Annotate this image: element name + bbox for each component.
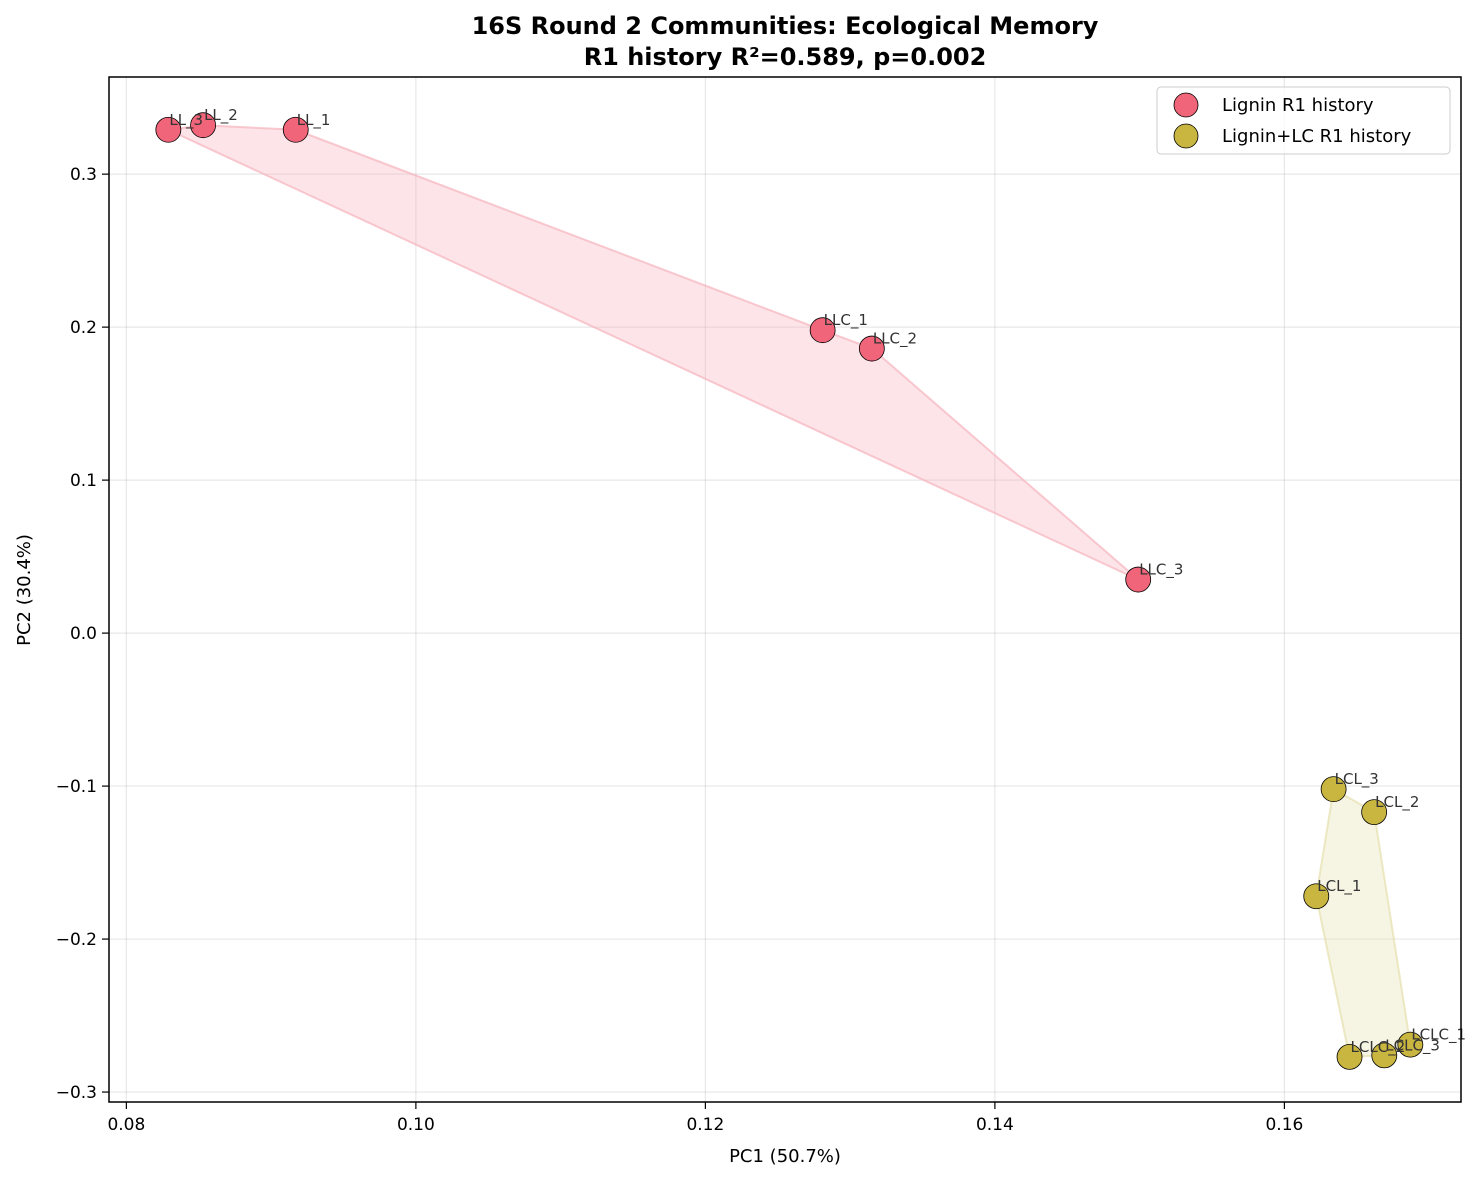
- point-label: LL_1: [297, 111, 331, 130]
- x-axis-label: PC1 (50.7%): [729, 1146, 841, 1167]
- axis-ticks: 0.08 0.10 0.12 0.14 0.16 −0.3 −0.2 −0.1 0.0 0.1 0.…: [56, 165, 1304, 1135]
- y-tick-label: 0.3: [70, 165, 97, 185]
- point-label: LL_2: [204, 106, 238, 125]
- y-tick-label: 0.1: [70, 471, 97, 491]
- x-tick-label: 0.08: [107, 1115, 145, 1135]
- data-point: [155, 116, 182, 143]
- data-point: [1397, 1031, 1424, 1058]
- data-point: [1125, 566, 1152, 593]
- plot-frame: [108, 76, 1462, 1103]
- point-labels: LL_3 LL_2 LL_1 LLC_1 LLC_2 LLC_3 LCL_3 LCL_2 LCL…: [169, 106, 1466, 1057]
- data-point: [1361, 799, 1388, 825]
- point-label: LCLC_1: [1411, 1026, 1466, 1045]
- x-tick-label: 0.12: [686, 1115, 724, 1135]
- grid: [109, 77, 1461, 1102]
- y-tick-label: 0.0: [70, 624, 97, 644]
- data-point: [1371, 1042, 1398, 1069]
- chart-subtitle: R1 history R²=0.589, p=0.002: [584, 43, 987, 71]
- data-point: [190, 112, 216, 139]
- point-label: LCLC_2: [1351, 1038, 1406, 1057]
- legend: Lignin R1 history Lignin+LC R1 history: [1156, 86, 1451, 155]
- y-tick-label: −0.2: [56, 930, 97, 950]
- data-point: [1320, 776, 1347, 803]
- data-point: [809, 317, 836, 344]
- y-axis-label: PC2 (30.4%): [14, 534, 35, 646]
- y-tick-label: 0.2: [70, 318, 97, 338]
- point-label: LCL_1: [1317, 877, 1361, 896]
- point-label: LCL_2: [1375, 793, 1419, 812]
- y-tick-label: −0.3: [56, 1083, 97, 1103]
- x-tick-label: 0.14: [976, 1115, 1014, 1135]
- legend-label-lignin-lc: Lignin+LC R1 history: [1222, 126, 1412, 147]
- point-label: LCL_3: [1335, 770, 1379, 789]
- point-label: LLC_2: [873, 330, 917, 349]
- point-label: LLC_1: [824, 311, 868, 330]
- legend-marker-lignin: [1173, 92, 1199, 118]
- point-label: LCLC_3: [1385, 1036, 1440, 1055]
- data-point: [858, 335, 885, 362]
- data-point: [1303, 883, 1330, 910]
- legend-box: [1156, 86, 1451, 155]
- chart-title: 16S Round 2 Communities: Ecological Memo…: [472, 12, 1099, 40]
- x-tick-label: 0.16: [1265, 1115, 1303, 1135]
- data-points: [155, 112, 1424, 1070]
- y-tick-label: −0.1: [56, 777, 97, 797]
- point-label: LLC_3: [1139, 561, 1183, 580]
- data-point: [282, 116, 309, 143]
- legend-marker-lignin-lc: [1173, 123, 1199, 149]
- point-label: LL_3: [169, 111, 203, 130]
- x-tick-label: 0.10: [397, 1115, 435, 1135]
- legend-label-lignin: Lignin R1 history: [1222, 95, 1374, 116]
- data-point: [1336, 1043, 1363, 1070]
